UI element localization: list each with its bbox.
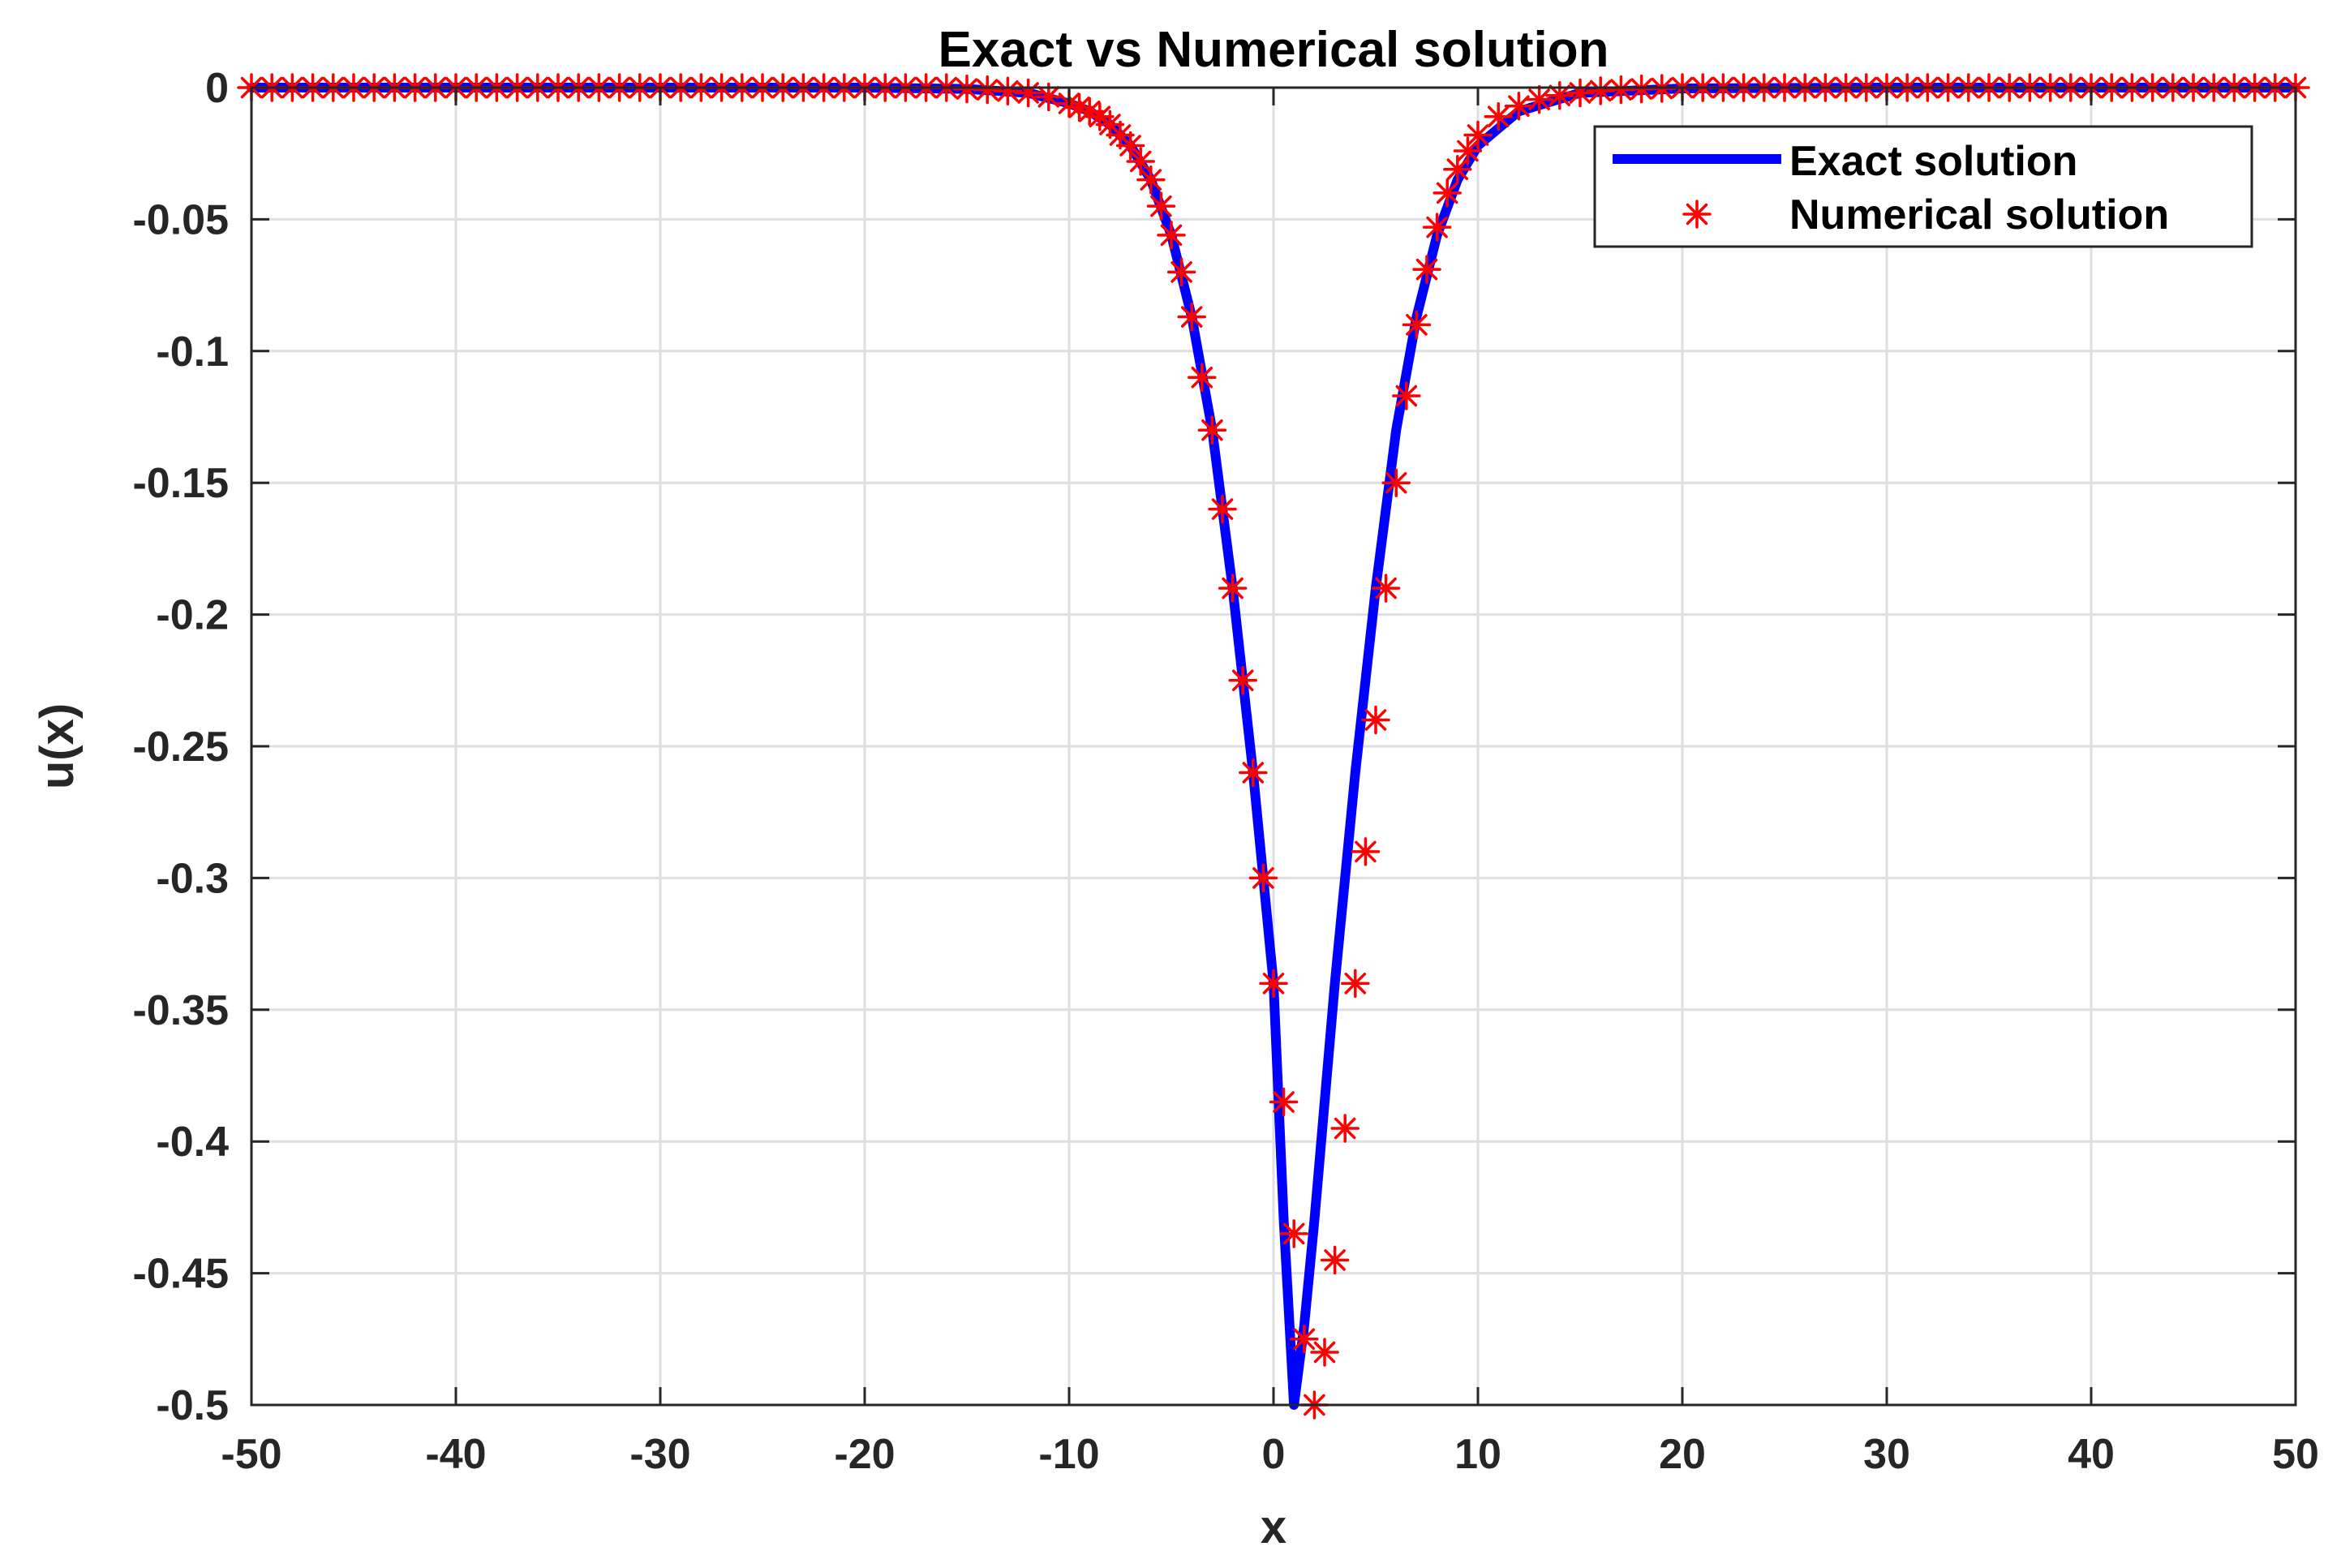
y-tick-label: -0.25 [132, 724, 229, 771]
marker-numerical-solution [1453, 136, 1483, 165]
x-tick-label: -50 [221, 1431, 281, 1478]
x-tick-label: 0 [1262, 1431, 1286, 1478]
marker-numerical-solution [1402, 310, 1432, 340]
x-tick-label: -20 [834, 1431, 895, 1478]
marker-numerical-solution [1228, 666, 1257, 695]
marker-numerical-solution [1586, 76, 1615, 105]
marker-numerical-solution [1013, 78, 1043, 108]
marker-numerical-solution [1422, 213, 1452, 242]
legend-label-numerical: Numerical solution [1789, 191, 2169, 238]
marker-numerical-solution [1166, 257, 1196, 287]
marker-numerical-solution [1208, 494, 1237, 524]
marker-numerical-solution [1177, 302, 1206, 332]
marker-numerical-solution [1239, 758, 1268, 788]
y-tick-label: -0.15 [132, 460, 229, 507]
marker-numerical-solution [1085, 101, 1115, 131]
marker-numerical-solution [1157, 221, 1186, 250]
marker-numerical-solution [1484, 101, 1513, 131]
marker-numerical-solution [993, 76, 1023, 105]
marker-numerical-solution [1146, 191, 1176, 221]
legend-label-exact: Exact solution [1789, 138, 2077, 185]
y-tick-label: -0.4 [156, 1119, 229, 1166]
marker-numerical-solution [1115, 131, 1145, 161]
chart-title: Exact vs Numerical solution [939, 22, 1609, 78]
marker-numerical-solution [1443, 154, 1472, 184]
marker-numerical-solution [1320, 1245, 1350, 1275]
y-tick-label: 0 [205, 65, 229, 112]
x-tick-label: 50 [2272, 1431, 2319, 1478]
marker-numerical-solution [1136, 165, 1166, 195]
marker-numerical-solution [1524, 84, 1554, 114]
marker-numerical-solution [1566, 78, 1595, 108]
marker-numerical-solution [1371, 574, 1401, 603]
y-tick-label: -0.1 [156, 329, 229, 376]
marker-numerical-solution [1341, 969, 1370, 999]
x-tick-label: 30 [1863, 1431, 1910, 1478]
x-axis-label: x [1261, 1501, 1286, 1553]
x-tick-label: -30 [629, 1431, 690, 1478]
legend-box [1593, 125, 2253, 248]
y-axis-label: u(x) [31, 703, 84, 789]
y-tick-label: -0.3 [156, 855, 229, 902]
x-tick-label: 20 [1659, 1431, 1706, 1478]
marker-numerical-solution [1290, 1325, 1319, 1354]
marker-numerical-solution [1188, 363, 1217, 393]
marker-numerical-solution [1463, 120, 1493, 150]
x-tick-label: -40 [425, 1431, 486, 1478]
marker-numerical-solution [1330, 1114, 1359, 1143]
marker-numerical-solution [1259, 969, 1288, 999]
marker-numerical-solution [1351, 837, 1381, 866]
marker-numerical-solution [1433, 178, 1462, 208]
y-tick-label: -0.45 [132, 1251, 229, 1298]
marker-numerical-solution [1381, 468, 1411, 497]
legend-marker-numerical [1682, 200, 1712, 229]
legend-asterisk [1682, 200, 1712, 229]
marker-numerical-solution [1361, 705, 1390, 735]
x-tick-label: -10 [1038, 1431, 1099, 1478]
marker-numerical-solution [1392, 381, 1421, 410]
marker-numerical-solution [1248, 863, 1278, 893]
x-tick-label: 10 [1454, 1431, 1501, 1478]
marker-numerical-solution [1218, 574, 1248, 603]
ticks [250, 86, 2297, 1407]
y-tick-label: -0.05 [132, 196, 229, 243]
marker-numerical-solution [1197, 415, 1227, 445]
x-tick-label: 40 [2068, 1431, 2115, 1478]
y-tick-label: -0.2 [156, 592, 229, 639]
tick-labels: -50 -40 -30 -20 -10 0 10 20 30 40 50 0 -0.05 -0.1 -0.1… [132, 65, 2318, 1478]
marker-numerical-solution [1279, 1219, 1308, 1248]
marker-numerical-solution [1412, 255, 1441, 284]
marker-numerical-solution [1269, 1087, 1299, 1117]
marker-numerical-solution [1504, 91, 1534, 121]
y-tick-label: -0.35 [132, 987, 229, 1034]
marker-numerical-solution [1310, 1338, 1339, 1367]
y-tick-label: -0.5 [156, 1382, 229, 1429]
marker-numerical-solution [1106, 120, 1135, 150]
legend: Exact solution Numerical solution [1593, 125, 2253, 248]
